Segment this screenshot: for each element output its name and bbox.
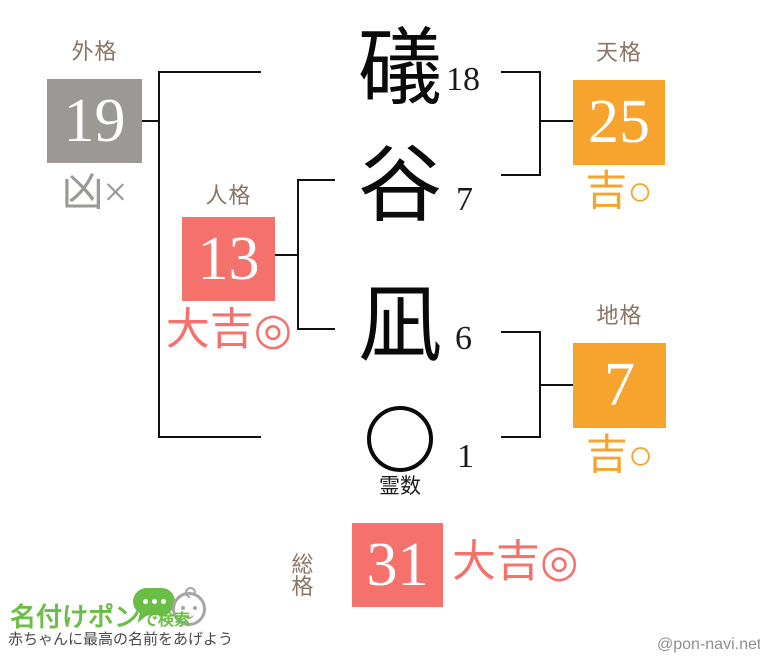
chikaku-value-box: 7	[573, 343, 666, 428]
gaikaku-label: 外格	[71, 39, 118, 64]
gaikaku-value: 19	[63, 86, 126, 155]
tenkaku-label: 天格	[595, 40, 642, 65]
stroke-count-reisu: 1	[457, 438, 474, 475]
baby-hair-curl	[182, 584, 199, 601]
chikaku-fortune: 吉○	[585, 433, 654, 479]
baby-face-icon	[172, 584, 206, 626]
tenkaku-bracket-top-line	[501, 71, 541, 73]
baby-eye	[181, 606, 185, 610]
jinkaku-bracket-vertical-line	[297, 179, 299, 330]
jinkaku-value-box: 13	[182, 217, 275, 301]
soukaku-label: 総格	[291, 552, 315, 599]
speech-bubble-icon	[133, 588, 175, 615]
chikaku-value: 7	[604, 351, 635, 419]
tagline: 赤ちゃんに最高の名前をあげよう	[8, 631, 234, 648]
gaikaku-bracket-top-line	[158, 71, 261, 73]
name-char-1: 礒	[357, 23, 442, 116]
gaikaku-connector-line	[141, 120, 159, 122]
tenkaku-bracket-bottom-line	[501, 174, 541, 176]
jinkaku-label: 人格	[205, 183, 252, 208]
gaikaku-fortune: 凶×	[61, 170, 128, 216]
bubble-dot	[160, 599, 166, 604]
tenkaku-fortune: 吉○	[585, 169, 653, 215]
baby-eye	[193, 606, 197, 610]
tenkaku-connector-line	[540, 120, 573, 122]
tenkaku-value: 25	[588, 88, 650, 156]
stroke-count-3: 6	[455, 320, 472, 357]
name-char-2: 谷	[357, 140, 442, 233]
jinkaku-value: 13	[197, 224, 260, 293]
bubble-dot	[151, 599, 157, 604]
chikaku-bracket-top-line	[501, 331, 541, 333]
jinkaku-bracket-top-line	[297, 179, 335, 181]
footer-logo: 名付けポン で検索	[10, 604, 190, 630]
gaikaku-bracket-bottom-line	[158, 436, 261, 438]
logo-text: 名付けポン	[10, 602, 141, 632]
jinkaku-bracket-bottom-line	[297, 328, 335, 330]
gaikaku-bracket-vertical-line	[158, 71, 160, 438]
reisu-label: 霊数	[379, 475, 421, 498]
chikaku-bracket-bottom-line	[501, 436, 541, 438]
name-char-3: 凪	[357, 280, 442, 373]
soukaku-value-box: 31	[352, 523, 443, 607]
gaikaku-value-box: 19	[47, 79, 142, 163]
logo-suffix-text: で検索	[142, 612, 191, 629]
jinkaku-fortune: 大吉◎	[165, 305, 293, 354]
tenkaku-bracket-vertical-line	[539, 71, 541, 176]
chikaku-label: 地格	[596, 303, 643, 328]
bubble-dot	[142, 599, 148, 604]
soukaku-fortune: 大吉◎	[452, 537, 579, 586]
chikaku-connector-line	[540, 384, 573, 386]
site-credit: @pon-navi.net	[657, 636, 760, 653]
soukaku-value: 31	[366, 530, 429, 599]
tenkaku-value-box: 25	[573, 80, 665, 165]
stroke-count-2: 7	[456, 181, 473, 218]
stroke-count-1: 18	[446, 61, 480, 98]
jinkaku-connector-line	[274, 254, 298, 256]
reisu-circle	[367, 406, 433, 472]
baby-mouth	[184, 611, 194, 619]
